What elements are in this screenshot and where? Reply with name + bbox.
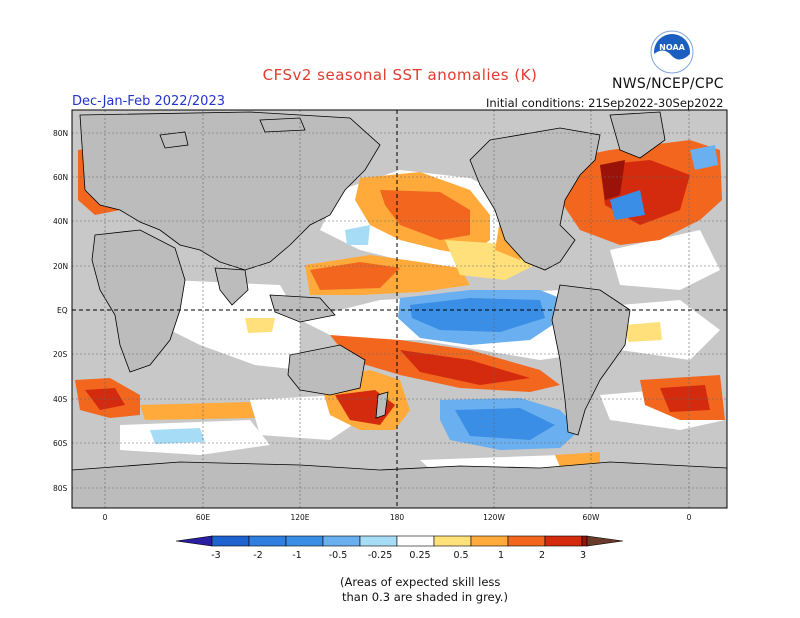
colorbar-label: -2 xyxy=(253,550,262,561)
lon-label: 120W xyxy=(483,513,505,522)
map-frame xyxy=(71,109,728,509)
footnote-line-1: (Areas of expected skill less xyxy=(340,575,501,589)
maritime-continent xyxy=(269,294,336,323)
colorbar-label: 2 xyxy=(539,550,545,561)
colorbar-segment xyxy=(396,535,435,547)
colorbar-segment xyxy=(507,535,546,547)
colorbar-label: 0.25 xyxy=(409,550,430,561)
latitude-labels: 80N 60N 40N 20N EQ 20S 40S 60S 80S xyxy=(53,129,68,493)
colorbar-label: 1 xyxy=(498,550,504,561)
colorbar-segment xyxy=(581,535,588,547)
colorbar-segment xyxy=(470,535,509,547)
cool-anomaly-regions xyxy=(150,145,718,450)
lat-label: 40N xyxy=(53,217,68,226)
lon-label: 60E xyxy=(196,513,211,522)
logo-text: NOAA xyxy=(659,43,685,52)
colorbar-segment xyxy=(322,535,361,547)
longitude-labels: 0 60E 120E 180 120W 60W 0 xyxy=(103,513,692,522)
new-zealand xyxy=(375,391,389,419)
equator-dateline xyxy=(72,110,727,508)
colorbar-label: -1 xyxy=(292,550,301,561)
season-label: Dec-Jan-Feb 2022/2023 xyxy=(72,94,225,109)
colorbar-segment xyxy=(586,535,624,547)
antarctica xyxy=(72,461,727,508)
colorbar-segment xyxy=(544,535,583,547)
skill-footnote: (Areas of expected skill less than 0.3 a… xyxy=(340,575,560,605)
agency-label: NWS/NCEP/CPC xyxy=(612,76,724,92)
lat-label: 80S xyxy=(53,484,68,493)
colorbar-label: 3 xyxy=(580,550,586,561)
arctic-islands xyxy=(259,117,306,133)
lat-label: 80N xyxy=(53,129,68,138)
colorbar-labels: -3 -2 -1 -0.5 -0.25 0.25 0.5 1 2 3 xyxy=(211,550,586,561)
colorbar-segment xyxy=(433,535,472,547)
lat-label: 40S xyxy=(53,395,68,404)
noaa-logo-icon: NOAA xyxy=(650,30,694,74)
lat-label: EQ xyxy=(57,306,68,315)
australia xyxy=(287,344,366,396)
colorbar-segment xyxy=(248,535,287,547)
lat-label: 20N xyxy=(53,262,68,271)
colorbar-label: -3 xyxy=(211,550,220,561)
greenland xyxy=(609,111,666,159)
lat-label: 60S xyxy=(53,439,68,448)
colorbar-segment xyxy=(285,535,324,547)
chart-title: CFSv2 seasonal SST anomalies (K) xyxy=(262,66,538,84)
colorbar xyxy=(175,535,624,547)
colorbar-segment xyxy=(175,535,213,547)
colorbar-label: -0.5 xyxy=(329,550,348,561)
colorbar-segment xyxy=(359,535,398,547)
footnote-line-2: than 0.3 are shaded in grey.) xyxy=(342,590,508,604)
africa xyxy=(91,229,186,373)
lat-label: 20S xyxy=(53,350,68,359)
lon-label: 180 xyxy=(390,513,405,522)
colorbar-label: -0.25 xyxy=(368,550,393,561)
initial-conditions-label: Initial conditions: 21Sep2022-30Sep2022 xyxy=(486,96,724,110)
colorbar-label: 0.5 xyxy=(453,550,468,561)
lat-label: 60N xyxy=(53,173,68,182)
colorbar-segment xyxy=(211,535,250,547)
land-masses xyxy=(72,111,727,508)
map-gridlines xyxy=(72,110,727,508)
lon-label: 0 xyxy=(103,513,108,522)
north-america xyxy=(469,127,601,271)
lon-label: 0 xyxy=(687,513,692,522)
india xyxy=(214,267,249,306)
lon-label: 120E xyxy=(290,513,309,522)
lon-label: 60W xyxy=(583,513,601,522)
